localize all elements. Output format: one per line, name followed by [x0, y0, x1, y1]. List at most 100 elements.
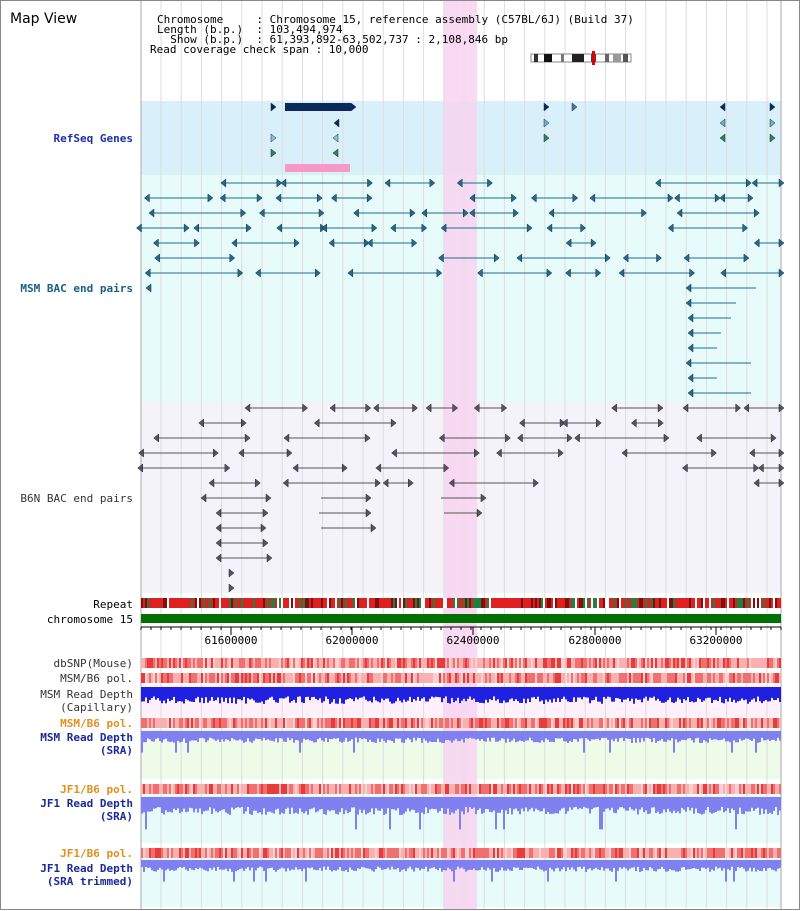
jf1-depth-bar: [219, 797, 221, 812]
b6n-bac-end: [505, 433, 511, 443]
jf1-b6-pol-heat: [189, 784, 191, 794]
jf1-b6-pol-trim-heat: [245, 848, 247, 858]
msm-depth-sra-bar: [365, 731, 367, 739]
msm-depth-cap-bar: [507, 687, 509, 703]
msm-b6-pol-heat: [189, 673, 191, 683]
jf1-depth-bar: [145, 797, 147, 830]
jf1-b6-pol-heat: [367, 784, 369, 794]
jf1-depth-bar: [749, 797, 751, 812]
jf1-b6-pol-heat: [687, 784, 689, 794]
msm-bac-end: [240, 208, 247, 218]
jf1-b6-pol-heat: [273, 784, 275, 794]
jf1-depth-bar: [761, 797, 763, 809]
msm-b6-pol-sra-heat: [169, 718, 171, 728]
dbsnp-heat: [217, 658, 219, 668]
jf1-b6-pol-heat: [641, 784, 643, 794]
msm-b6-pol-heat: [451, 673, 453, 683]
repeat-mark: [235, 598, 237, 608]
jf1-b6-pol-heat: [289, 784, 291, 794]
msm-depth-sra-bar: [709, 731, 711, 739]
msm-b6-pol-heat: [639, 673, 641, 683]
msm-b6-pol-heat: [507, 673, 509, 683]
jf1-b6-pol-trim-heat: [639, 848, 641, 858]
repeat-mark: [359, 598, 361, 608]
jf1-depth-bar: [545, 797, 547, 815]
msm-depth-sra-bar: [537, 731, 539, 743]
msm-depth-sra-bar: [177, 731, 179, 741]
jf1-trim-bar: [437, 860, 439, 871]
jf1-trim-bar: [261, 860, 263, 868]
jf1-trim-bar: [601, 860, 603, 868]
jf1-trim-bar: [541, 860, 543, 870]
msm-bac-end: [328, 238, 335, 248]
msm-b6-pol-sra-heat: [447, 718, 449, 728]
msm-bac-end: [411, 238, 418, 248]
msm-depth-cap-bar: [463, 687, 465, 699]
jf1-b6-pol-trim-heat: [175, 848, 177, 858]
jf1-b6-pol-trim-heat: [641, 848, 643, 858]
jf1-b6-pol-heat: [153, 784, 155, 794]
repeat-mark: [619, 598, 621, 608]
jf1-b6-pol-heat: [229, 784, 231, 794]
msm-b6-pol-heat: [357, 673, 359, 683]
axis-tick-label: 61600000: [204, 634, 258, 647]
jf1-trim-bar: [439, 860, 441, 868]
msm-b6-pol-sra-heat: [659, 718, 661, 728]
msm-b6-pol-sra-heat: [323, 718, 325, 728]
msm-bac-end: [456, 178, 463, 188]
track-label-jf1-b6-pol-trim: JF1/B6 pol.: [60, 847, 133, 860]
jf1-trim-bar: [143, 860, 145, 872]
jf1-trim-bar: [373, 860, 375, 872]
b6n-bac-end: [501, 403, 508, 413]
msm-depth-cap-bar: [215, 687, 217, 701]
repeat-mark: [687, 598, 689, 608]
msm-depth-sra-bar: [377, 731, 379, 739]
msm-b6-pol-sra-heat: [477, 718, 479, 728]
dbsnp-heat: [167, 658, 169, 668]
jf1-b6-pol-heat: [247, 784, 249, 794]
dbsnp-heat: [459, 658, 461, 668]
dbsnp-heat: [641, 658, 643, 668]
msm-b6-pol-heat: [149, 673, 151, 683]
track-label-refseq[interactable]: RefSeq Genes: [53, 132, 133, 145]
jf1-b6-pol-heat: [195, 784, 197, 794]
msm-b6-pol-sra-heat: [281, 718, 283, 728]
msm-b6-pol-heat: [715, 673, 717, 683]
track-label-b6n-bac[interactable]: B6N BAC end pairs: [20, 492, 133, 505]
msm-bac-end: [641, 208, 647, 218]
jf1-b6-pol-trim-heat: [635, 848, 637, 858]
repeat-mark: [647, 598, 649, 608]
jf1-trim-bar: [543, 860, 545, 872]
msm-bac-end: [618, 268, 625, 278]
repeat-mark: [271, 598, 273, 608]
gene-arrow: [571, 102, 578, 112]
repeat-mark: [641, 598, 643, 608]
jf1-trim-bar: [753, 860, 755, 868]
jf1-b6-pol-trim-heat: [425, 848, 427, 858]
msm-b6-pol-heat: [493, 673, 495, 683]
track-label-jf1-depth: JF1 Read Depth: [40, 797, 133, 810]
jf1-trim-bar: [617, 860, 619, 871]
dbsnp-heat: [665, 658, 667, 668]
jf1-trim-bar: [549, 860, 551, 868]
track-label-msm-bac[interactable]: MSM BAC end pairs: [20, 282, 133, 295]
dbsnp-heat: [639, 658, 641, 668]
msm-depth-sra-bar: [331, 731, 333, 740]
msm-depth-sra-bar: [247, 731, 249, 739]
msm-depth-cap-bar: [725, 687, 727, 700]
jf1-b6-pol-trim-heat: [603, 848, 605, 858]
jf1-depth-bar: [715, 797, 717, 812]
jf1-b6-pol-heat: [471, 784, 473, 794]
repeat-mark: [401, 598, 403, 608]
msm-depth-cap-bar: [171, 687, 173, 700]
msm-depth-sra-bar: [311, 731, 313, 742]
jf1-depth-bar: [295, 797, 297, 813]
repeat-mark: [171, 598, 173, 608]
msm-depth-cap-bar: [489, 687, 491, 700]
jf1-depth-bar: [507, 797, 509, 815]
msm-depth-cap-bar: [239, 687, 241, 700]
repeat-mark: [363, 598, 365, 608]
jf1-b6-pol-heat: [463, 784, 465, 794]
jf1-b6-pol-heat: [485, 784, 487, 794]
